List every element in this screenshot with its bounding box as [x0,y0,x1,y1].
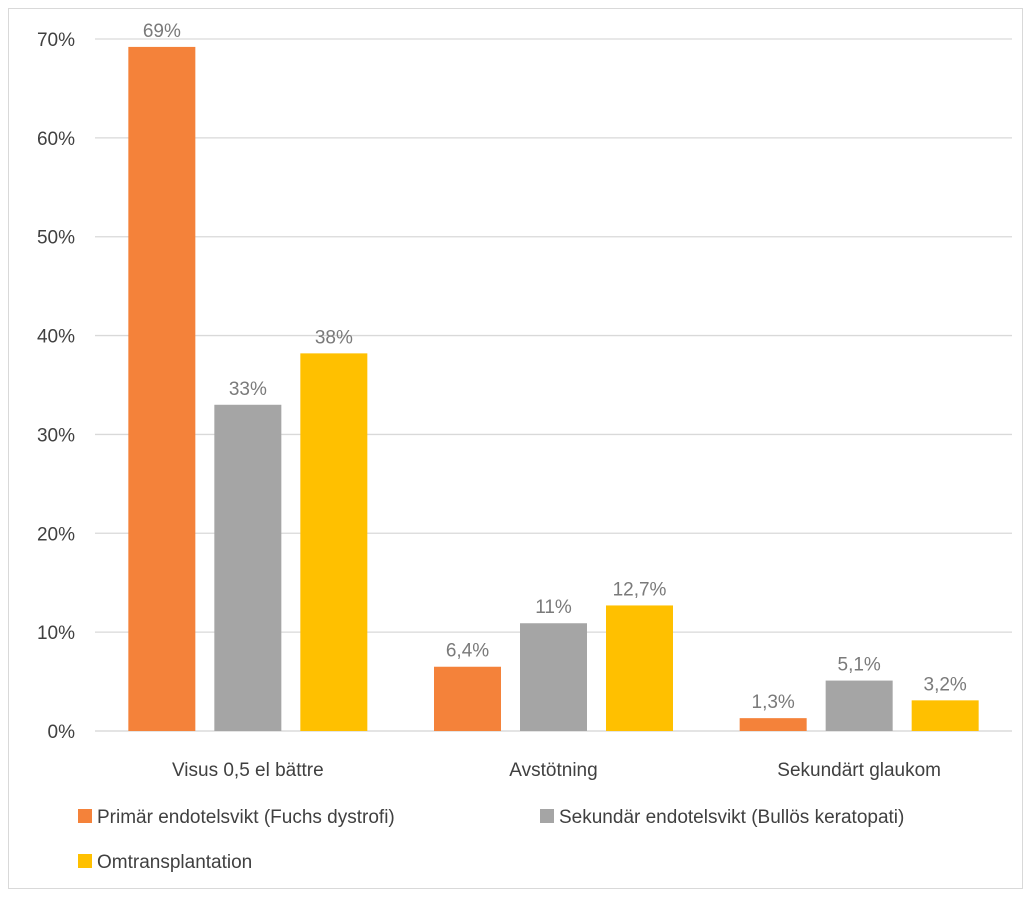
x-category-label: Sekundärt glaukom [777,760,941,781]
data-label: 12,7% [613,579,667,600]
legend-label: Sekundär endotelsvikt (Bullös keratopati… [559,807,904,828]
y-tick-label: 50% [37,228,75,249]
bar-series-2-cat-0 [300,353,368,731]
y-axis-tick-labels: 0% 10% 20% 30% 40% 50% 60% 70% [37,30,75,743]
legend-swatch [78,854,92,868]
bar-series-0-cat-0 [128,46,196,732]
data-label: 1,3% [752,692,795,713]
data-label: 6,4% [446,641,489,662]
bar-series-0-cat-2 [739,718,807,731]
data-label: 33% [229,379,267,400]
legend-swatch [540,809,554,823]
bar-series-1-cat-1 [520,623,587,731]
data-label: 69% [143,21,181,42]
y-tick-label: 60% [37,129,75,150]
y-tick-label: 30% [37,425,75,446]
x-axis-category-labels: Visus 0,5 el bättre Avstötning Sekundärt g… [172,760,941,781]
bar-series-1-cat-2 [825,680,893,731]
legend-swatch [78,809,92,823]
data-label: 11% [535,597,572,618]
bar-series-2-cat-2 [911,700,979,731]
legend-label: Primär endotelsvikt (Fuchs dystrofi) [97,807,395,828]
y-tick-label: 70% [37,30,75,51]
bar-series-0-cat-1 [434,666,501,731]
bar-series-2-cat-1 [606,605,673,731]
y-tick-label: 40% [37,327,75,348]
x-category-label: Visus 0,5 el bättre [172,760,324,781]
bars [128,46,979,732]
bar-series-1-cat-0 [214,404,282,731]
y-tick-label: 10% [37,623,75,644]
data-labels: 69% 33% 38% 6,4% 11% 12,7% 1,3% 5,1% 3,2% [143,21,967,713]
data-label: 3,2% [924,674,967,695]
data-label: 38% [315,327,353,348]
y-tick-label: 20% [37,524,75,545]
legend-label: Omtransplantation [97,852,252,873]
x-category-label: Avstötning [509,760,597,781]
data-label: 5,1% [838,655,881,676]
y-tick-label: 0% [48,722,76,743]
legend: Primär endotelsvikt (Fuchs dystrofi) Seku… [78,807,904,873]
